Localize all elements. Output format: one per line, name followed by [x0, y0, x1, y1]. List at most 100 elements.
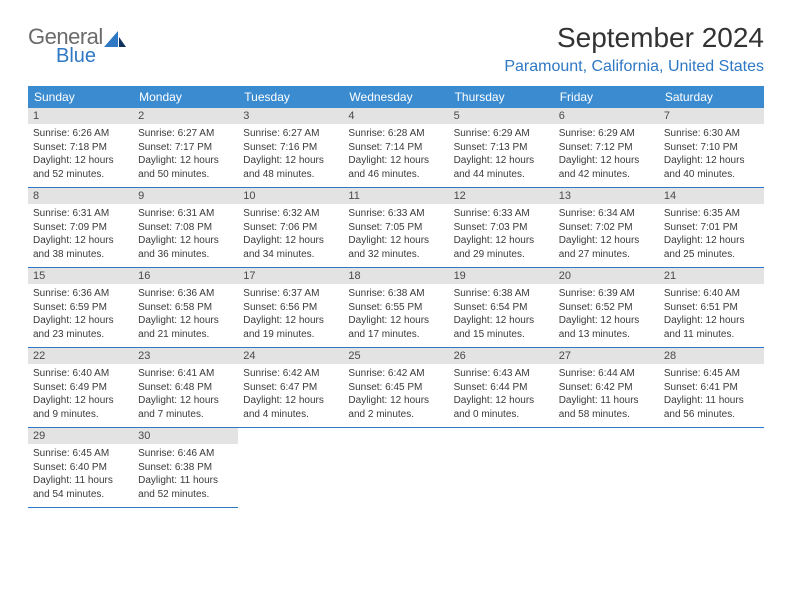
calendar-day-cell: 8Sunrise: 6:31 AMSunset: 7:09 PMDaylight… — [28, 188, 133, 268]
sunrise-line: Sunrise: 6:32 AM — [243, 207, 338, 221]
day-number: 3 — [238, 108, 343, 124]
day-number: 17 — [238, 268, 343, 284]
sunset-line: Sunset: 6:40 PM — [33, 461, 128, 475]
weekday-header: Monday — [133, 86, 238, 108]
sunrise-line: Sunrise: 6:44 AM — [559, 367, 654, 381]
sunrise-line: Sunrise: 6:26 AM — [33, 127, 128, 141]
sunrise-line: Sunrise: 6:33 AM — [348, 207, 443, 221]
weekday-header: Tuesday — [238, 86, 343, 108]
sunset-line: Sunset: 6:42 PM — [559, 381, 654, 395]
weekday-header: Saturday — [659, 86, 764, 108]
sunset-line: Sunset: 6:45 PM — [348, 381, 443, 395]
sunrise-line: Sunrise: 6:27 AM — [243, 127, 338, 141]
calendar-day-cell: 4Sunrise: 6:28 AMSunset: 7:14 PMDaylight… — [343, 108, 448, 188]
day-number: 26 — [449, 348, 554, 364]
sunset-line: Sunset: 6:51 PM — [664, 301, 759, 315]
calendar-day-cell: 24Sunrise: 6:42 AMSunset: 6:47 PMDayligh… — [238, 348, 343, 428]
daylight-line: Daylight: 12 hours and 46 minutes. — [348, 154, 443, 181]
daylight-line: Daylight: 12 hours and 25 minutes. — [664, 234, 759, 261]
daylight-line: Daylight: 12 hours and 15 minutes. — [454, 314, 549, 341]
day-number: 25 — [343, 348, 448, 364]
calendar-day-cell: 27Sunrise: 6:44 AMSunset: 6:42 PMDayligh… — [554, 348, 659, 428]
calendar-day-cell: 26Sunrise: 6:43 AMSunset: 6:44 PMDayligh… — [449, 348, 554, 428]
calendar-day-cell: 22Sunrise: 6:40 AMSunset: 6:49 PMDayligh… — [28, 348, 133, 428]
sunset-line: Sunset: 7:10 PM — [664, 141, 759, 155]
day-number: 27 — [554, 348, 659, 364]
sunset-line: Sunset: 7:02 PM — [559, 221, 654, 235]
day-number: 16 — [133, 268, 238, 284]
day-number: 21 — [659, 268, 764, 284]
calendar: Sunday Monday Tuesday Wednesday Thursday… — [28, 86, 764, 508]
sunrise-line: Sunrise: 6:42 AM — [348, 367, 443, 381]
calendar-day-cell — [554, 428, 659, 508]
sunrise-line: Sunrise: 6:41 AM — [138, 367, 233, 381]
weekday-header: Sunday — [28, 86, 133, 108]
logo: General Blue — [28, 26, 126, 66]
sunset-line: Sunset: 6:47 PM — [243, 381, 338, 395]
sunset-line: Sunset: 6:54 PM — [454, 301, 549, 315]
sunset-line: Sunset: 7:08 PM — [138, 221, 233, 235]
logo-word-blue: Blue — [56, 46, 103, 66]
calendar-day-cell: 28Sunrise: 6:45 AMSunset: 6:41 PMDayligh… — [659, 348, 764, 428]
calendar-day-cell: 11Sunrise: 6:33 AMSunset: 7:05 PMDayligh… — [343, 188, 448, 268]
calendar-day-cell: 7Sunrise: 6:30 AMSunset: 7:10 PMDaylight… — [659, 108, 764, 188]
calendar-day-cell: 10Sunrise: 6:32 AMSunset: 7:06 PMDayligh… — [238, 188, 343, 268]
calendar-day-cell: 5Sunrise: 6:29 AMSunset: 7:13 PMDaylight… — [449, 108, 554, 188]
day-number: 6 — [554, 108, 659, 124]
daylight-line: Daylight: 12 hours and 0 minutes. — [454, 394, 549, 421]
sunset-line: Sunset: 7:13 PM — [454, 141, 549, 155]
day-number: 11 — [343, 188, 448, 204]
daylight-line: Daylight: 12 hours and 21 minutes. — [138, 314, 233, 341]
sunrise-line: Sunrise: 6:34 AM — [559, 207, 654, 221]
calendar-day-cell — [238, 428, 343, 508]
sunset-line: Sunset: 6:58 PM — [138, 301, 233, 315]
day-number: 24 — [238, 348, 343, 364]
daylight-line: Daylight: 12 hours and 19 minutes. — [243, 314, 338, 341]
day-number: 22 — [28, 348, 133, 364]
sunset-line: Sunset: 6:49 PM — [33, 381, 128, 395]
sunrise-line: Sunrise: 6:29 AM — [454, 127, 549, 141]
calendar-day-cell: 12Sunrise: 6:33 AMSunset: 7:03 PMDayligh… — [449, 188, 554, 268]
daylight-line: Daylight: 12 hours and 42 minutes. — [559, 154, 654, 181]
daylight-line: Daylight: 12 hours and 9 minutes. — [33, 394, 128, 421]
daylight-line: Daylight: 12 hours and 2 minutes. — [348, 394, 443, 421]
day-number: 14 — [659, 188, 764, 204]
day-number: 5 — [449, 108, 554, 124]
day-number: 18 — [343, 268, 448, 284]
daylight-line: Daylight: 12 hours and 23 minutes. — [33, 314, 128, 341]
daylight-line: Daylight: 12 hours and 32 minutes. — [348, 234, 443, 261]
day-number: 2 — [133, 108, 238, 124]
sunrise-line: Sunrise: 6:40 AM — [664, 287, 759, 301]
sunset-line: Sunset: 6:52 PM — [559, 301, 654, 315]
daylight-line: Daylight: 12 hours and 13 minutes. — [559, 314, 654, 341]
day-number: 19 — [449, 268, 554, 284]
sunset-line: Sunset: 7:03 PM — [454, 221, 549, 235]
sunrise-line: Sunrise: 6:31 AM — [33, 207, 128, 221]
sunrise-line: Sunrise: 6:33 AM — [454, 207, 549, 221]
daylight-line: Daylight: 12 hours and 11 minutes. — [664, 314, 759, 341]
daylight-line: Daylight: 12 hours and 38 minutes. — [33, 234, 128, 261]
sunrise-line: Sunrise: 6:30 AM — [664, 127, 759, 141]
sunset-line: Sunset: 6:55 PM — [348, 301, 443, 315]
sunrise-line: Sunrise: 6:38 AM — [454, 287, 549, 301]
calendar-day-cell — [449, 428, 554, 508]
sunrise-line: Sunrise: 6:46 AM — [138, 447, 233, 461]
daylight-line: Daylight: 11 hours and 52 minutes. — [138, 474, 233, 501]
sunrise-line: Sunrise: 6:45 AM — [33, 447, 128, 461]
calendar-day-cell — [659, 428, 764, 508]
day-number: 8 — [28, 188, 133, 204]
daylight-line: Daylight: 12 hours and 52 minutes. — [33, 154, 128, 181]
sunset-line: Sunset: 7:06 PM — [243, 221, 338, 235]
calendar-day-cell — [343, 428, 448, 508]
sunrise-line: Sunrise: 6:27 AM — [138, 127, 233, 141]
calendar-day-cell: 1Sunrise: 6:26 AMSunset: 7:18 PMDaylight… — [28, 108, 133, 188]
sunrise-line: Sunrise: 6:28 AM — [348, 127, 443, 141]
logo-sail-icon — [104, 29, 126, 54]
location: Paramount, California, United States — [504, 58, 764, 76]
calendar-week: 29Sunrise: 6:45 AMSunset: 6:40 PMDayligh… — [28, 428, 764, 508]
sunrise-line: Sunrise: 6:45 AM — [664, 367, 759, 381]
calendar-day-cell: 13Sunrise: 6:34 AMSunset: 7:02 PMDayligh… — [554, 188, 659, 268]
day-number: 12 — [449, 188, 554, 204]
sunrise-line: Sunrise: 6:42 AM — [243, 367, 338, 381]
calendar-day-cell: 17Sunrise: 6:37 AMSunset: 6:56 PMDayligh… — [238, 268, 343, 348]
